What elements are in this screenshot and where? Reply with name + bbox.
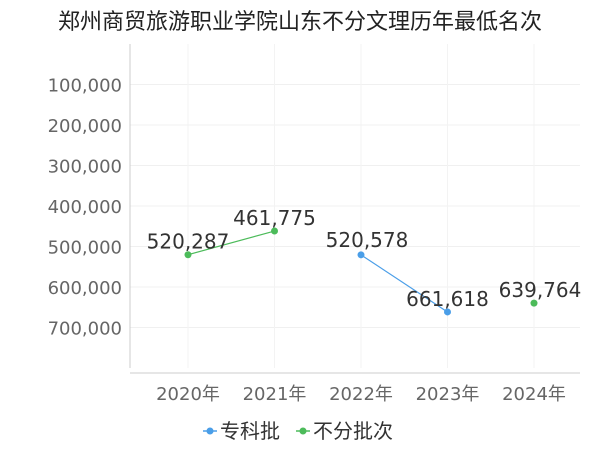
data-point (444, 308, 451, 316)
y-tick-label: 500,000 (48, 238, 122, 259)
x-tick-label: 2023年 (416, 384, 480, 405)
y-tick-label: 300,000 (48, 157, 122, 178)
data-point (271, 227, 278, 235)
series-lines (187, 230, 448, 313)
legend: 专科批 不分批次 (203, 419, 393, 443)
axes: 100,000 200,000 300,000 400,000 500,000 600,0… (48, 44, 580, 405)
data-point (184, 251, 192, 259)
series-line-segment (187, 230, 275, 256)
x-tick-label: 2024年 (502, 384, 566, 405)
y-tick-label: 700,000 (48, 319, 122, 340)
data-label: 661,618 (406, 287, 489, 311)
grid (130, 44, 580, 368)
legend-label: 专科批 (220, 419, 280, 443)
y-tick-label: 100,000 (48, 76, 122, 97)
legend-label: 不分批次 (313, 419, 393, 443)
legend-marker (206, 427, 214, 435)
legend-marker (299, 427, 307, 435)
y-tick-label: 400,000 (48, 197, 122, 218)
x-tick-label: 2021年 (243, 384, 307, 405)
data-label: 461,775 (233, 206, 316, 230)
data-label: 520,578 (326, 228, 409, 252)
data-point (530, 299, 538, 307)
data-label: 520,287 (147, 230, 230, 254)
y-tick-label: 600,000 (48, 278, 122, 299)
x-tick-label: 2022年 (329, 384, 393, 405)
data-point (357, 251, 365, 259)
chart-title: 郑州商贸旅游职业学院山东不分文理历年最低名次 (57, 10, 542, 35)
x-tick-label: 2020年 (156, 384, 220, 405)
y-tick-label: 200,000 (48, 116, 122, 137)
series-points (184, 227, 538, 316)
series-line-segment (360, 254, 448, 313)
data-label: 639,764 (499, 278, 582, 302)
